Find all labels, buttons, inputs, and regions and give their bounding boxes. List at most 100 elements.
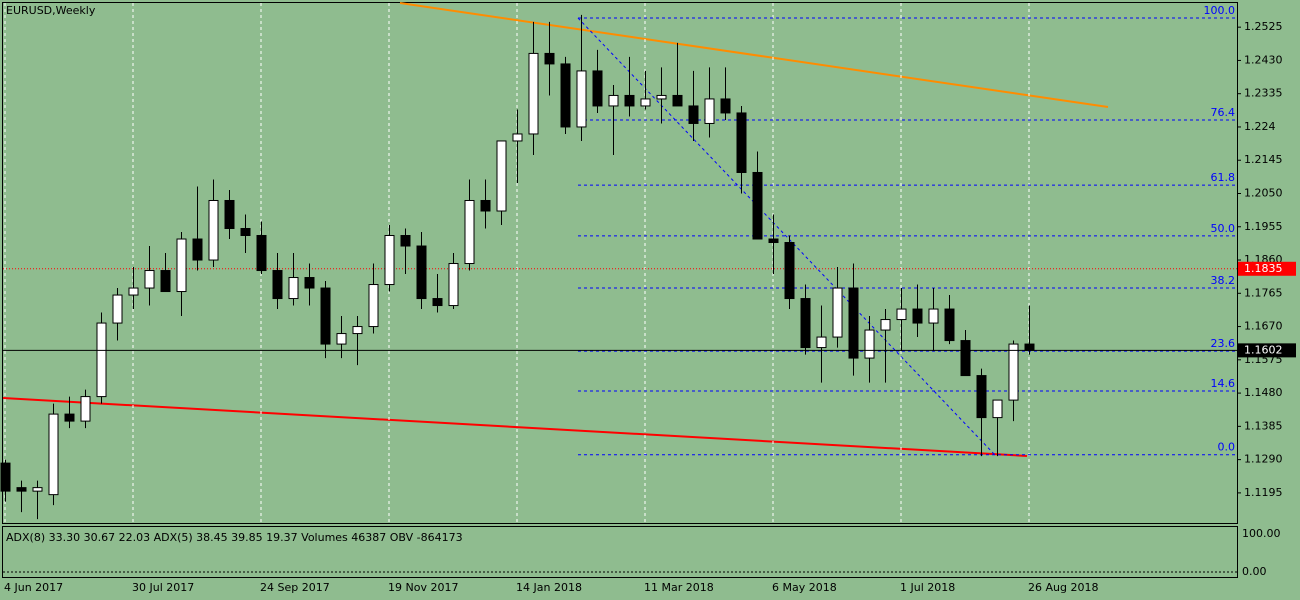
candle-body	[80, 396, 91, 422]
fib-label: 100.0	[1204, 4, 1236, 17]
x-tick-label: 26 Aug 2018	[1028, 581, 1098, 594]
y-tick-label: 1.1290	[1244, 453, 1283, 466]
trend-line	[399, 2, 1109, 108]
candle-body	[560, 63, 571, 128]
candle-body	[496, 140, 507, 212]
x-tick-label: 19 Nov 2017	[388, 581, 458, 594]
candle-body	[688, 105, 699, 124]
candle-body	[288, 277, 299, 300]
candle-body	[64, 413, 75, 422]
candle-body	[128, 287, 139, 296]
x-tick-label: 11 Mar 2018	[644, 581, 714, 594]
candle-body	[800, 298, 811, 349]
candle-body	[592, 70, 603, 107]
candle-body	[400, 235, 411, 247]
candle-body	[672, 94, 683, 107]
candle-body	[320, 287, 331, 345]
candle-body	[608, 94, 619, 107]
candle-body	[448, 263, 459, 307]
indicator-bottom: 0.00	[1242, 565, 1267, 578]
y-tick-label: 1.1765	[1244, 286, 1283, 299]
price-label-box	[1238, 343, 1296, 358]
candle-body	[192, 238, 203, 261]
candle-body	[1024, 343, 1035, 351]
candle-body	[224, 199, 235, 230]
fib-label: 61.8	[1211, 171, 1236, 184]
candle-body	[896, 308, 907, 321]
candle-body	[464, 199, 475, 265]
candle-body	[432, 298, 443, 307]
indicator-text: ADX(8) 33.30 30.67 22.03 ADX(5) 38.45 39…	[6, 531, 463, 544]
fib-label: 50.0	[1211, 222, 1236, 235]
candle-body	[640, 98, 651, 107]
trend-line	[2, 397, 1028, 457]
candle-body	[48, 413, 59, 496]
y-tick-label: 1.1670	[1244, 320, 1283, 333]
candle-body	[704, 98, 715, 124]
x-tick-label: 4 Jun 2017	[4, 581, 63, 594]
y-tick-label: 1.1385	[1244, 419, 1283, 432]
x-tick-label: 6 May 2018	[772, 581, 837, 594]
candle-body	[752, 171, 763, 240]
candle-body	[1008, 343, 1019, 401]
candle-body	[736, 112, 747, 173]
candle-body	[992, 399, 1003, 419]
candle-body	[176, 238, 187, 293]
indicator-frame	[2, 526, 1238, 578]
candle-body	[304, 277, 315, 289]
candle-body	[208, 199, 219, 261]
candle-body	[544, 52, 555, 65]
candle-body	[480, 199, 491, 212]
candle-body	[384, 235, 395, 286]
fib-label: 0.0	[1218, 441, 1236, 454]
candle-body	[96, 322, 107, 398]
candle-body	[272, 270, 283, 300]
candle-body	[944, 308, 955, 342]
x-tick-label: 24 Sep 2017	[260, 581, 330, 594]
y-tick-label: 1.2335	[1244, 87, 1283, 100]
candle-body	[144, 270, 155, 289]
candle-body	[624, 94, 635, 107]
y-tick-label: 1.1195	[1244, 486, 1283, 499]
candle-body	[352, 326, 363, 335]
y-tick-label: 1.2145	[1244, 153, 1283, 166]
main-frame	[2, 2, 1238, 524]
candle-body	[112, 294, 123, 324]
y-tick-label: 1.2430	[1244, 53, 1283, 66]
y-tick-label: 1.224	[1244, 120, 1276, 133]
candle-body	[816, 336, 827, 349]
y-tick-label: 1.1955	[1244, 220, 1283, 233]
candle-body	[512, 133, 523, 142]
candle-body	[528, 52, 539, 135]
candle-body	[32, 487, 43, 492]
candle-body	[256, 235, 267, 272]
y-tick-label: 1.2525	[1244, 20, 1283, 33]
candle-body	[16, 487, 27, 492]
candle-body	[576, 70, 587, 128]
candle-body	[848, 287, 859, 359]
candle-body	[912, 308, 923, 324]
x-tick-label: 1 Jul 2018	[900, 581, 955, 594]
candle-body	[832, 287, 843, 338]
x-tick-label: 14 Jan 2018	[516, 581, 582, 594]
y-tick-label: 1.2050	[1244, 186, 1283, 199]
x-tick-label: 30 Jul 2017	[132, 581, 194, 594]
chart-title: EURUSD,Weekly	[6, 4, 96, 17]
candle-body	[768, 238, 779, 244]
fib-label: 38.2	[1211, 274, 1236, 287]
candle-body	[960, 340, 971, 377]
candle-body	[160, 270, 171, 293]
candle-body	[880, 319, 891, 331]
candle-body	[784, 242, 795, 300]
y-tick-label: 1.1480	[1244, 386, 1283, 399]
candle-body	[336, 333, 347, 345]
candle-body	[416, 245, 427, 300]
candle-body	[928, 308, 939, 324]
candle-body	[0, 462, 11, 492]
fib-trend	[577, 17, 996, 456]
price-label: 1.1602	[1244, 343, 1283, 356]
candle-body	[656, 94, 667, 100]
candle-body	[720, 98, 731, 114]
